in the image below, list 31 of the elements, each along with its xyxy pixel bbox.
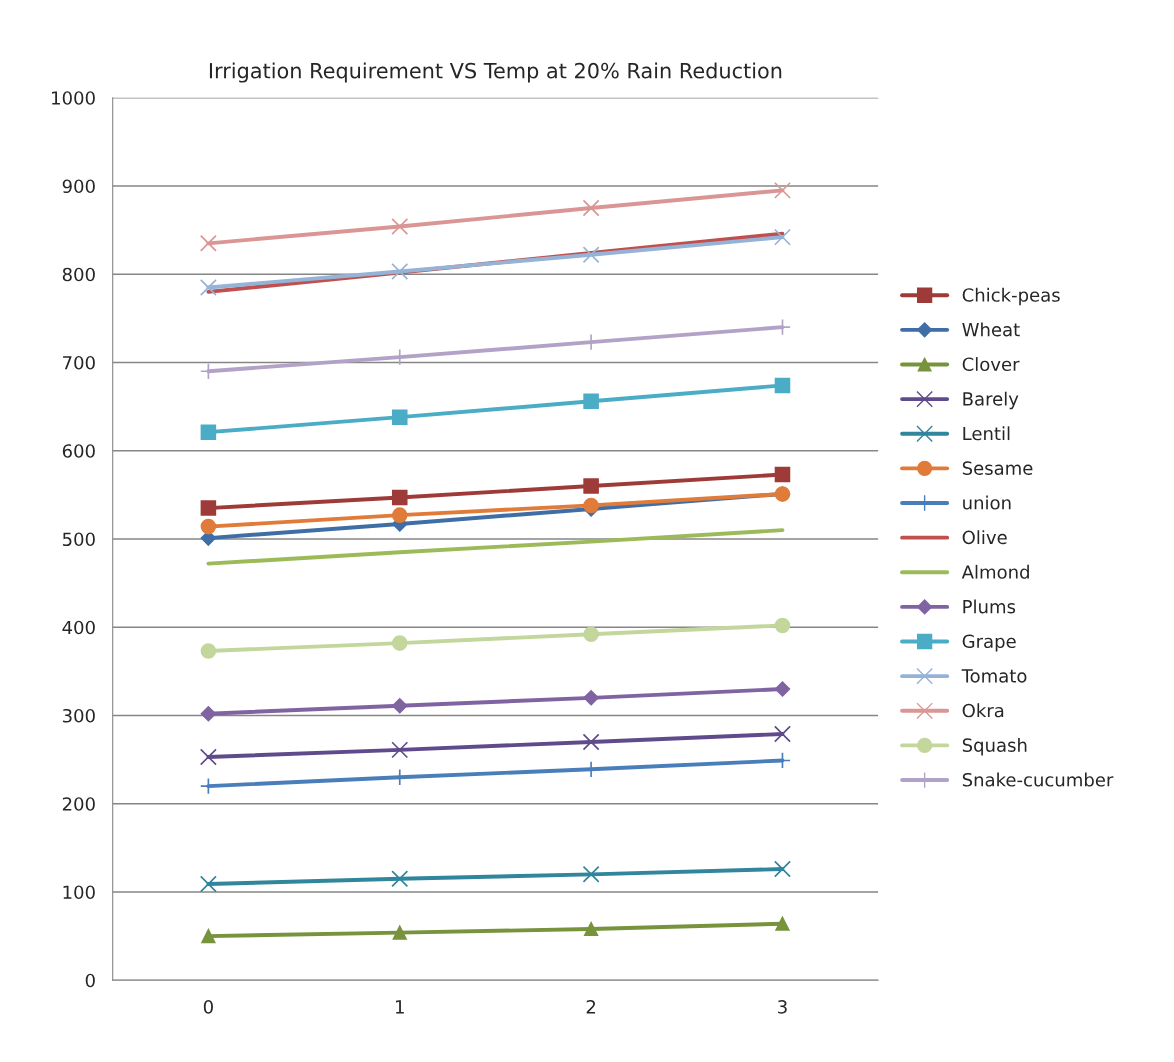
y-tick-label: 800 (62, 267, 95, 282)
y-tick-label: 900 (62, 179, 95, 194)
legend-label: Olive (962, 530, 1007, 545)
legend-label: Squash (962, 737, 1027, 756)
x-tick-label: 3 (778, 999, 787, 1014)
legend-label: Clover (962, 357, 1020, 372)
legend-label: Barely (963, 391, 1019, 410)
legend-label: Lentil (963, 426, 1010, 441)
legend-label: Plums (963, 599, 1016, 614)
legend-label: Wheat (962, 322, 1020, 337)
y-tick-label: 0 (85, 973, 95, 988)
legend-label: union (963, 495, 1011, 510)
legend-label: Almond (961, 564, 1029, 579)
legend-label: Tomato (961, 669, 1027, 683)
legend-label: Sesame (962, 461, 1033, 475)
y-tick-label: 300 (62, 708, 95, 723)
y-tick-label: 100 (63, 885, 95, 900)
y-tick-label: 500 (62, 532, 95, 547)
y-tick-label: 1000 (52, 91, 95, 105)
x-tick-label: 1 (395, 1000, 404, 1014)
y-tick-label: 600 (62, 444, 95, 458)
y-tick-label: 200 (62, 797, 95, 811)
chart-title: Irrigation Requirement VS Temp at 20% Rain Reduction (209, 62, 782, 83)
x-tick-label: 2 (586, 999, 596, 1014)
legend-label: Snake-cucumber (962, 772, 1114, 787)
legend-label: Grape (962, 634, 1016, 652)
legend-label: Okra (962, 703, 1004, 718)
y-tick-label: 400 (62, 620, 95, 635)
legend-label: Chick-peas (962, 287, 1060, 306)
x-tick-label: 0 (203, 999, 213, 1014)
y-tick-label: 700 (63, 355, 95, 370)
